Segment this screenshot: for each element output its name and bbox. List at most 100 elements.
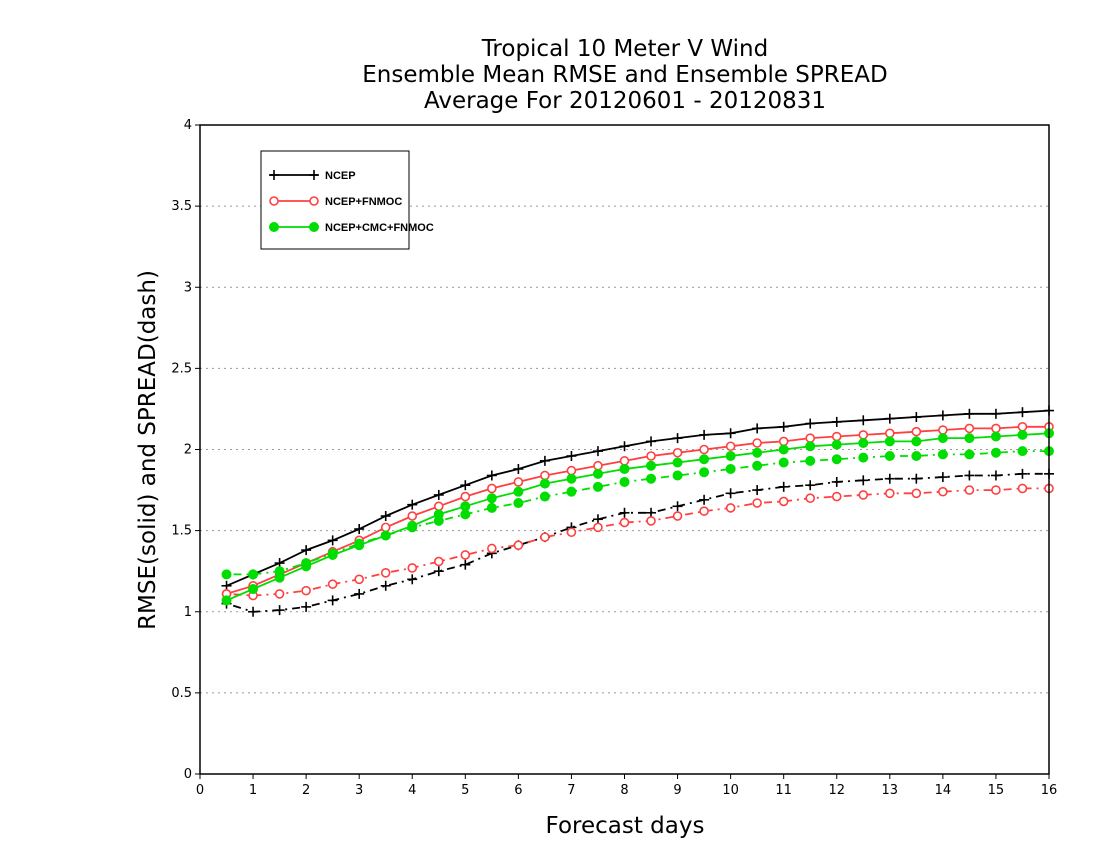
series-ncep-cmc-fnmoc-spread-point: [725, 463, 736, 474]
series-ncep-cmc-fnmoc-rmse-point: [646, 460, 657, 471]
legend: NCEP NCEP+FNMOC NCEP+CMC+FNMOC: [260, 150, 434, 250]
y-tick-label: 1.5: [171, 524, 192, 539]
series-ncep-fnmoc-spread-point: [327, 579, 338, 589]
series-ncep-rmse-point: [672, 433, 683, 444]
series-ncep-fnmoc-rmse-point: [778, 436, 789, 447]
x-tick-label: 5: [461, 783, 469, 798]
series-ncep-rmse-point: [354, 524, 365, 535]
series-ncep-cmc-fnmoc-rmse-point: [699, 454, 710, 465]
series-ncep-fnmoc-rmse-point: [407, 511, 418, 521]
y-tick-label: 3: [184, 280, 192, 295]
series-ncep-cmc-fnmoc-rmse-point: [592, 468, 603, 479]
series-ncep-spread-point: [407, 574, 418, 585]
chart-title-line-1: Tropical 10 Meter V Wind: [481, 36, 769, 62]
series-ncep-spread-point: [990, 470, 1001, 481]
series-ncep-fnmoc-rmse-point: [540, 470, 550, 481]
series-ncep-cmc-fnmoc-spread-point: [990, 447, 1001, 458]
series-ncep-cmc-fnmoc-rmse-point: [1017, 429, 1028, 440]
y-tick-label: 0.5: [171, 686, 192, 701]
series-ncep-fnmoc-spread-point: [593, 522, 603, 533]
series-ncep-cmc-fnmoc-spread-point: [407, 522, 418, 533]
series-ncep-spread-point: [831, 476, 842, 487]
chart-title-line-2: Ensemble Mean RMSE and Ensemble SPREAD: [362, 62, 888, 88]
x-tick-label: 13: [882, 783, 899, 798]
series-ncep-fnmoc-spread-point: [778, 496, 789, 507]
legend-ncep-label: NCEP: [325, 170, 356, 182]
series-ncep-cmc-fnmoc-spread-point: [433, 515, 444, 526]
series-ncep-cmc-fnmoc-rmse-point: [672, 457, 683, 468]
series-ncep-cmc-fnmoc-spread-point: [513, 498, 524, 509]
series-ncep-cmc-fnmoc-spread-point: [858, 452, 869, 463]
series-ncep-fnmoc-rmse-point: [672, 447, 683, 458]
series-ncep-rmse-point: [486, 470, 497, 481]
series-ncep-rmse-point: [911, 412, 922, 423]
series-ncep-cmc-fnmoc-spread-point: [964, 449, 975, 460]
series-ncep-cmc-fnmoc-spread-point: [831, 454, 842, 465]
series-ncep-cmc-fnmoc-spread-point: [221, 569, 232, 580]
series-ncep-fnmoc-rmse-point: [964, 423, 975, 434]
series-ncep-fnmoc-spread-point: [1017, 483, 1028, 494]
series-ncep-fnmoc-spread-point: [274, 589, 285, 599]
series-ncep-cmc-fnmoc-spread-point: [937, 449, 948, 460]
series-ncep-fnmoc-rmse-point: [752, 438, 762, 448]
x-tick-label: 15: [988, 783, 1005, 798]
series-ncep-fnmoc-rmse-point: [487, 483, 497, 494]
series-ncep-fnmoc-spread-point: [831, 491, 842, 502]
x-tick-label: 14: [935, 783, 952, 798]
series-ncep-fnmoc-spread-point: [858, 490, 869, 500]
series-ncep-fnmoc-spread-point: [911, 488, 922, 499]
series-ncep-fnmoc-spread-point: [619, 517, 630, 528]
series-ncep-rmse-point: [937, 410, 948, 421]
series-ncep-fnmoc-spread-point: [407, 563, 418, 573]
series-ncep-spread-point: [460, 559, 471, 570]
series-ncep-rmse-point: [566, 450, 577, 461]
series-ncep-cmc-fnmoc-spread-point: [539, 491, 550, 502]
series-ncep-cmc-fnmoc-spread-point: [752, 460, 763, 471]
series-ncep-spread-point: [354, 588, 365, 599]
legend-ncep-cmc-fnmoc-marker-right: [309, 222, 319, 232]
series-ncep-fnmoc-rmse-point: [938, 425, 948, 435]
series-ncep-spread-point: [274, 605, 285, 616]
series-ncep-rmse-point: [990, 408, 1001, 419]
series-ncep-spread-point: [752, 485, 763, 496]
series-ncep-fnmoc-rmse-point: [513, 477, 524, 487]
series-ncep-cmc-fnmoc-rmse-point: [937, 433, 948, 444]
series-ncep-spread-point: [911, 473, 922, 484]
series-ncep-fnmoc-rmse-line: [226, 425, 1049, 595]
legend-ncep-cmc-fnmoc-label: NCEP+CMC+FNMOC: [325, 222, 434, 234]
series-ncep-cmc-fnmoc-rmse-point: [248, 584, 259, 595]
series-ncep-spread-point: [937, 472, 948, 483]
series-ncep-fnmoc-spread-point: [938, 486, 948, 497]
x-tick-label: 0: [196, 783, 204, 798]
series-ncep-rmse-point: [831, 416, 842, 427]
series-ncep-fnmoc-spread-point: [513, 540, 524, 551]
series-ncep-rmse-point: [858, 415, 869, 426]
series-ncep-spread-point: [858, 475, 869, 486]
x-tick-label: 2: [302, 783, 310, 798]
series-layer: [221, 405, 1054, 617]
series-ncep-spread-line: [226, 472, 1049, 613]
legend-ncep-fnmoc-label: NCEP+FNMOC: [325, 196, 402, 208]
series-ncep-cmc-fnmoc-rmse-point: [990, 431, 1001, 442]
series-ncep-rmse-point: [619, 441, 630, 452]
series-ncep-rmse-point: [884, 413, 895, 424]
series-ncep-fnmoc-rmse-point: [593, 460, 603, 471]
x-tick-label: 1: [249, 783, 257, 798]
series-ncep-spread-point: [248, 606, 259, 617]
series-ncep-spread-point: [433, 566, 444, 577]
series-ncep-rmse-point: [752, 423, 763, 434]
series-ncep-spread-point: [699, 494, 710, 505]
series-ncep-fnmoc-rmse-point: [885, 428, 895, 439]
series-ncep-cmc-fnmoc-spread-point: [460, 509, 471, 520]
series-ncep-fnmoc-spread-point: [805, 493, 816, 503]
x-tick-label: 3: [355, 783, 363, 798]
series-ncep-rmse-point: [433, 489, 444, 500]
series-ncep-fnmoc-spread-point: [540, 532, 550, 542]
x-tick-label: 6: [514, 783, 522, 798]
series-ncep-cmc-fnmoc-rmse-point: [513, 486, 524, 497]
series-ncep-fnmoc-spread-point: [885, 488, 895, 499]
series-ncep-fnmoc-rmse-point: [566, 465, 577, 476]
series-ncep-fnmoc-rmse-point: [433, 501, 444, 512]
series-ncep-cmc-fnmoc-spread-point: [380, 530, 391, 541]
